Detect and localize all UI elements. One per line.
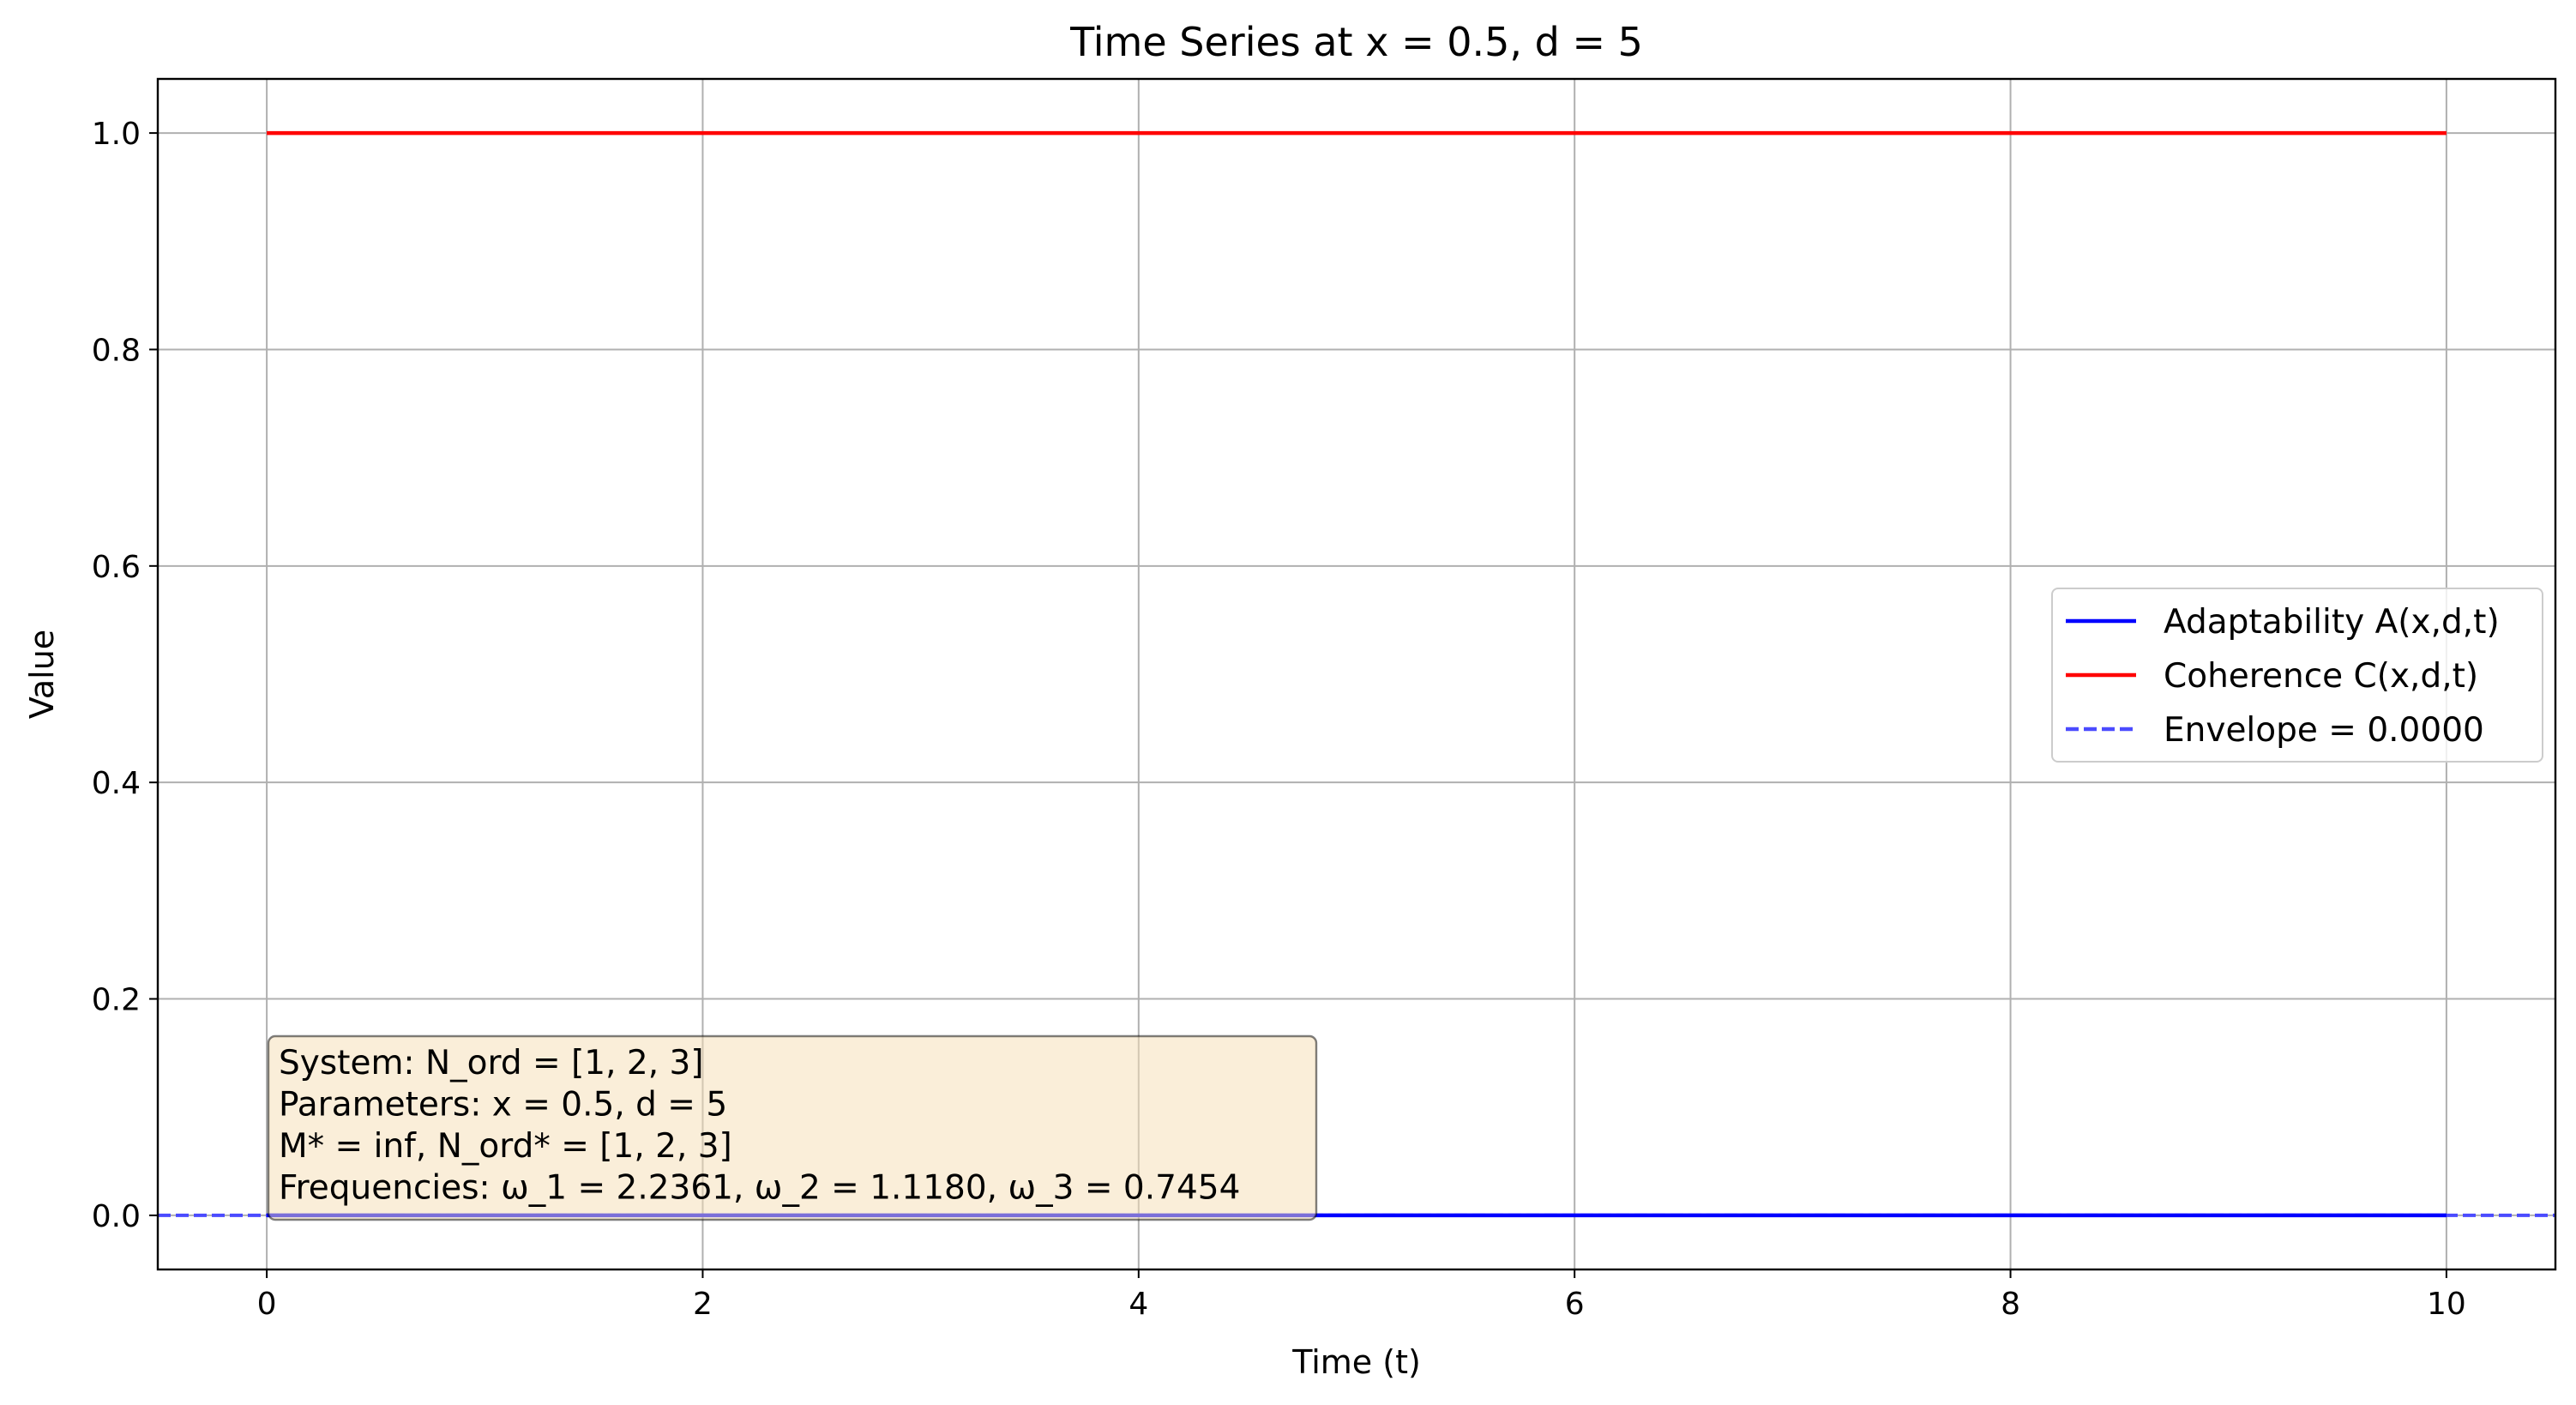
annotation-line: Parameters: x = 0.5, d = 5	[279, 1086, 727, 1125]
annotation-line: System: N_ord = [1, 2, 3]	[279, 1044, 704, 1082]
legend: Adaptability A(x,d,t) Coherence C(x,d,t) E…	[2051, 588, 2543, 763]
legend-box	[2051, 588, 2543, 763]
axis-ticks: 0 2 4 6 8 10 0.0 0.2 0.4 0.6 0.8 1.0	[92, 117, 2466, 1322]
y-tick-label: 0.4	[92, 766, 141, 801]
x-tick-label: 10	[2427, 1287, 2466, 1322]
y-tick-label: 0.6	[92, 550, 141, 585]
chart-title: Time Series at x = 0.5, d = 5	[1069, 19, 1643, 65]
y-tick-label: 0.8	[92, 333, 141, 368]
x-tick-label: 8	[2001, 1287, 2020, 1322]
annotation-line: M* = inf, N_ord* = [1, 2, 3]	[279, 1127, 732, 1166]
legend-entry-coherence-label: Coherence C(x,d,t)	[2164, 657, 2478, 696]
annotation-box	[267, 1034, 1318, 1221]
axes-frame	[156, 77, 2557, 1271]
y-tick-label: 0.2	[92, 983, 141, 1018]
y-tick-label: 0.0	[92, 1199, 141, 1234]
x-tick-label: 4	[1129, 1287, 1148, 1322]
x-tick-label: 0	[257, 1287, 277, 1322]
y-tick-label: 1.0	[92, 117, 141, 152]
legend-entry-envelope-label: Envelope = 0.0000	[2164, 711, 2484, 750]
info-annotation: System: N_ord = [1, 2, 3] Parameters: x =…	[267, 1034, 1318, 1221]
x-axis-label: Time (t)	[1291, 1343, 1421, 1381]
y-axis-label: Value	[23, 630, 61, 719]
x-tick-label: 2	[693, 1287, 713, 1322]
legend-entry-adaptability-label: Adaptability A(x,d,t)	[2164, 603, 2500, 642]
x-tick-label: 6	[1565, 1287, 1585, 1322]
annotation-line: Frequencies: ω_1 = 2.2361, ω_2 = 1.1180,…	[279, 1169, 1240, 1208]
